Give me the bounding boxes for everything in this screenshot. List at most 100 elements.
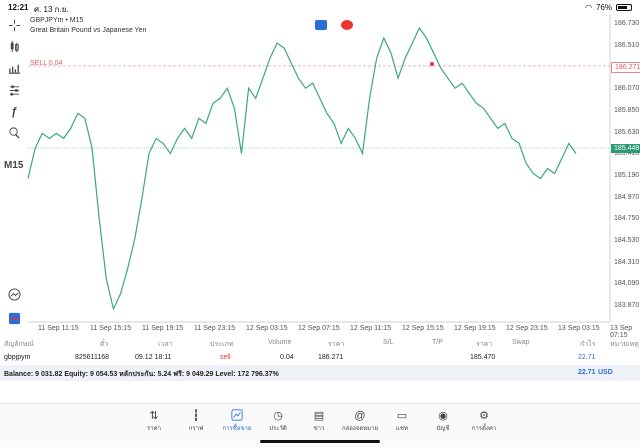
table-header: สัญลักษณ์ ตั๋ว เวลา ประเภท Volume ราคา S… — [0, 337, 640, 351]
col-current-price: ราคา — [476, 341, 493, 348]
time-tick-label: 12 Sep 03:15 — [246, 325, 288, 332]
timeframe-selector[interactable]: M15 — [4, 160, 24, 171]
col-symbol: สัญลักษณ์ — [4, 341, 34, 348]
time-tick-label: 13 Sep 03:15 — [558, 325, 600, 332]
row-time: 09.12 18:11 — [135, 354, 172, 361]
col-tp: T/P — [432, 339, 443, 346]
broker-logo-icon[interactable] — [5, 310, 23, 326]
sell-order-label[interactable]: SELL 0.04 — [30, 60, 63, 67]
col-time: เวลา — [158, 341, 173, 348]
mailbox-icon: @ — [354, 410, 366, 422]
price-tick-label: 185.630 — [614, 128, 640, 136]
price-series-line — [27, 26, 577, 311]
col-volume: Volume — [268, 339, 292, 346]
row-type: sell — [220, 354, 231, 361]
candles-icon[interactable] — [5, 38, 23, 54]
row-ticket: 825611168 — [75, 354, 109, 361]
chart-icon: ┇ — [192, 410, 200, 422]
sell-price-tag: 186.271 — [611, 62, 640, 73]
row-volume: 0.04 — [280, 354, 294, 361]
col-comment: หมายเหตุ — [610, 341, 639, 348]
left-toolbar: ƒ M15 — [0, 14, 28, 330]
battery-icon — [616, 4, 632, 11]
price-tick-label: 185.410 — [614, 150, 640, 158]
time-tick-label: 12 Sep 07:15 — [298, 325, 340, 332]
account-icon: ◉ — [438, 410, 448, 422]
nav-news[interactable]: ▤ ข่าว — [299, 409, 339, 433]
price-tick-label: 184.530 — [614, 237, 640, 244]
col-ticket: ตั๋ว — [100, 341, 109, 348]
nav-chart[interactable]: ┇ กราฟ — [176, 409, 216, 433]
balance-bar: Balance: 9 031.82 Equity: 9 054.53 หลักป… — [0, 365, 640, 381]
price-tick-label: 184.310 — [614, 258, 640, 266]
price-tick-label: 186.510 — [614, 41, 640, 49]
function-icon[interactable]: ƒ — [10, 106, 18, 118]
price-tick-label: 186.070 — [614, 85, 640, 93]
time-tick-label: 11 Sep 19:15 — [142, 325, 184, 332]
analytics-icon[interactable] — [5, 286, 23, 302]
news-icon: ▤ — [313, 410, 325, 422]
time-tick-label: 13 Sep 07:15 — [610, 325, 633, 339]
col-profit: กำไร — [580, 341, 596, 348]
nav-quotes[interactable]: ⇅ ราคา — [134, 409, 174, 433]
time-tick-label: 12 Sep 23:15 — [506, 325, 548, 332]
status-bar: 12:21 ศ. 13 ก.ย. ◠ 76% — [0, 0, 640, 14]
time-tick-label: 11 Sep 15:15 — [90, 325, 132, 332]
row-open-price: 186.271 — [318, 354, 344, 361]
col-type: ประเภท — [210, 341, 234, 348]
row-current-price: 185.470 — [470, 354, 496, 361]
trade-icon — [217, 409, 257, 423]
nav-chat[interactable]: ▭ แชท — [382, 409, 422, 433]
indicators-icon[interactable] — [5, 60, 23, 76]
trade-table: สัญลักษณ์ ตั๋ว เวลา ประเภท Volume ราคา S… — [0, 337, 640, 365]
time-tick-label: 12 Sep 11:15 — [350, 325, 392, 332]
history-icon: ◷ — [273, 410, 283, 422]
price-tick-label: 185.850 — [614, 106, 640, 114]
nav-trade[interactable]: การซื้อขาย — [217, 409, 257, 433]
wifi-icon: ◠ — [585, 3, 592, 12]
bid-price-tag: 185.448 — [611, 144, 640, 153]
quotes-icon: ⇅ — [149, 410, 159, 422]
shapes-icon[interactable] — [5, 124, 23, 140]
price-tick-label: 185.190 — [614, 171, 640, 179]
balance-currency: USD — [598, 369, 613, 376]
crosshair-icon[interactable] — [5, 17, 23, 33]
home-indicator — [260, 440, 380, 443]
col-price: ราคา — [328, 341, 345, 348]
price-tick-label: 183.870 — [614, 302, 640, 310]
price-tick-label: 184.750 — [614, 215, 640, 223]
battery-percent: 76% — [595, 3, 612, 12]
price-tick-label: 186.730 — [614, 20, 640, 27]
row-symbol: gbpjpym — [4, 354, 31, 361]
record-icon[interactable] — [341, 20, 353, 30]
bottom-navigation: ⇅ ราคา ┇ กราฟ การซื้อขาย ◷ ประวัติ ▤ ข่า… — [0, 403, 640, 447]
chart-description: Great Britain Pound vs Japanese Yen — [30, 27, 147, 34]
sell-entry-marker[interactable] — [430, 62, 434, 66]
chart-symbol: GBPJPYm • M15 — [30, 17, 84, 24]
status-date: ศ. 13 ก.ย. — [34, 5, 69, 14]
settings-icon: ⚙ — [479, 410, 489, 422]
chart-title: GBPJPYm • M15 Great Britain Pound vs Jap… — [30, 16, 146, 36]
nav-mailbox[interactable]: @ กล่องจดหมาย — [341, 410, 379, 432]
time-tick-label: 11 Sep 23:15 — [194, 325, 236, 332]
balance-text: Balance: 9 031.82 Equity: 9 054.53 หลักป… — [4, 371, 279, 378]
price-tick-label: 184.970 — [614, 193, 640, 201]
price-chart[interactable] — [0, 0, 640, 338]
time-tick-label: 11 Sep 11:15 — [38, 325, 79, 332]
col-swap: Swap — [512, 339, 530, 346]
chart-settings-icon[interactable] — [5, 82, 23, 98]
balance-profit: 22.71 — [578, 369, 596, 376]
table-row[interactable]: gbpjpym 825611168 09.12 18:11 sell 0.04 … — [0, 351, 640, 365]
time-tick-label: 12 Sep 19:15 — [454, 325, 496, 332]
price-tick-label: 184.090 — [614, 280, 640, 288]
nav-account[interactable]: ◉ บัญชี — [423, 409, 463, 433]
col-sl: S/L — [383, 339, 394, 346]
chart-area[interactable]: GBPJPYm • M15 Great Britain Pound vs Jap… — [0, 0, 640, 339]
nav-settings[interactable]: ⚙ การตั้งค่า — [464, 409, 504, 433]
chat-icon: ▭ — [396, 410, 408, 422]
time-tick-label: 12 Sep 15:15 — [402, 325, 444, 332]
nav-history[interactable]: ◷ ประวัติ — [258, 409, 298, 433]
status-time: 12:21 — [8, 3, 29, 12]
one-click-trade-icon[interactable] — [315, 20, 327, 30]
row-profit: 22.71 — [578, 354, 596, 361]
